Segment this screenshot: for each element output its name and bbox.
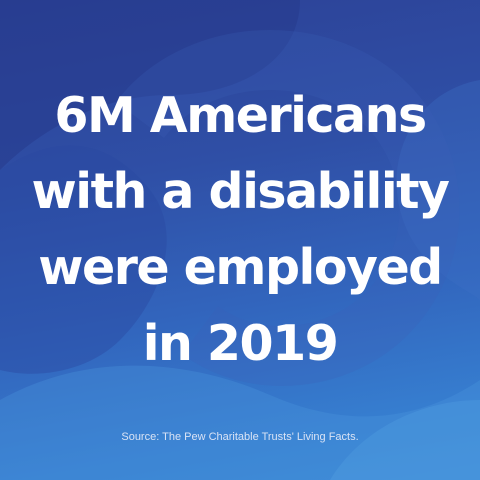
headline-line-3: were employed [38,239,443,296]
wave-shape-top-left [0,0,300,170]
wave-shape-center [116,30,460,386]
wave-shape-left [0,145,167,374]
wave-shape-right [396,80,480,300]
headline-line-2: with a disability [31,163,450,220]
headline: 6M Americans with a disability were empl… [0,78,480,382]
wave-shape-bottom [0,365,480,480]
source-citation: Source: The Pew Charitable Trusts' Livin… [121,431,359,443]
wave-shape-bottom-right [330,400,480,480]
headline-line-4: in 2019 [142,315,339,372]
headline-line-1: 6M Americans [54,87,427,144]
